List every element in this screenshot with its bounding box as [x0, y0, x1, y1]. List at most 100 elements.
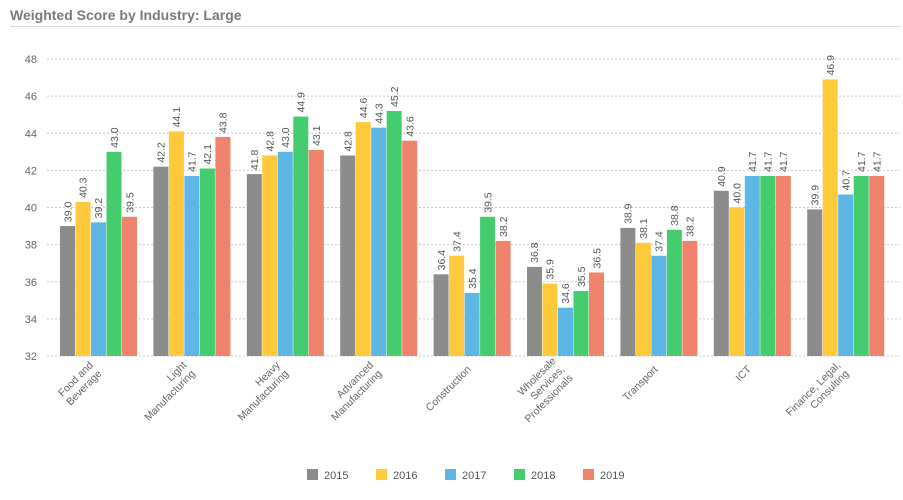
data-label: 44.3	[373, 103, 385, 124]
legend-swatch	[514, 469, 525, 480]
data-label: 44.6	[358, 98, 370, 119]
data-label: 40.9	[716, 166, 728, 187]
data-label: 37.4	[451, 231, 463, 252]
bar	[355, 122, 371, 356]
data-label: 43.6	[404, 116, 416, 137]
y-tick-label: 42	[25, 165, 37, 177]
bar	[495, 240, 511, 356]
data-label: 41.7	[871, 151, 883, 172]
data-label: 40.7	[840, 170, 852, 191]
bar	[760, 175, 776, 356]
data-label: 41.7	[747, 151, 759, 172]
data-label: 35.5	[576, 266, 588, 287]
bar	[293, 116, 309, 356]
data-label: 40.0	[732, 183, 744, 204]
data-label: 39.5	[124, 192, 136, 213]
data-label: 40.3	[78, 177, 90, 198]
bar	[60, 226, 75, 356]
data-label: 37.4	[654, 231, 666, 252]
bar	[729, 207, 745, 356]
data-label: 38.2	[498, 216, 510, 237]
legend-swatch	[376, 469, 387, 480]
legend-label: 2019	[600, 470, 624, 482]
bar	[464, 292, 480, 356]
bar	[168, 131, 184, 356]
bar	[215, 136, 231, 356]
bar	[682, 240, 698, 356]
category-label-line: Transport	[621, 364, 661, 404]
data-label: 46.9	[825, 55, 837, 76]
data-label: 42.2	[156, 142, 168, 163]
bar	[838, 194, 854, 356]
category-label: AdvancedManufacturing	[321, 359, 385, 423]
data-label: 43.1	[311, 125, 323, 146]
bar	[277, 151, 293, 356]
y-tick-label: 36	[25, 277, 37, 289]
category-label: Construction	[424, 364, 474, 414]
bar	[527, 266, 542, 356]
bar	[153, 166, 169, 356]
category-label-line: ICT	[733, 363, 754, 384]
data-label: 36.5	[591, 248, 603, 269]
data-label: 34.6	[560, 283, 572, 304]
y-tick-label: 48	[25, 54, 37, 66]
bar	[246, 174, 262, 356]
bar	[386, 110, 402, 356]
category-label-line: Construction	[424, 364, 474, 414]
data-label: 43.0	[280, 127, 292, 148]
data-label: 38.1	[638, 218, 650, 239]
data-label: 41.7	[763, 151, 775, 172]
data-label: 35.4	[467, 268, 479, 289]
bar	[558, 307, 573, 356]
data-label: 43.0	[109, 127, 121, 148]
category-label: Transport	[621, 364, 661, 404]
data-label: 42.8	[265, 131, 277, 152]
data-label: 39.0	[62, 201, 74, 222]
category-label: ICT	[733, 363, 754, 384]
data-label: 41.8	[249, 149, 261, 170]
data-label: 42.8	[342, 131, 354, 152]
bar	[822, 79, 838, 356]
legend-swatch	[583, 469, 594, 480]
bar	[713, 190, 729, 356]
bar	[573, 291, 589, 356]
bar	[853, 175, 869, 356]
bar	[308, 149, 324, 356]
bar	[184, 175, 200, 356]
bar	[807, 209, 823, 356]
data-label: 39.5	[482, 192, 494, 213]
legend-label: 2015	[324, 470, 348, 482]
data-label: 39.2	[93, 198, 105, 219]
bar	[371, 127, 387, 357]
chart-title: Weighted Score by Industry: Large	[10, 7, 242, 23]
bar	[651, 255, 667, 356]
legend-swatch	[445, 469, 456, 480]
data-label: 39.9	[809, 185, 821, 206]
legend-label: 2016	[393, 470, 417, 482]
title-divider	[10, 26, 900, 27]
bar	[340, 155, 356, 356]
bar	[122, 216, 137, 356]
bar	[75, 201, 91, 356]
category-label: WholesaleServices,Professionals	[506, 355, 576, 425]
data-label: 36.8	[529, 242, 541, 263]
legend-swatch	[307, 469, 318, 480]
data-label: 41.7	[187, 151, 199, 172]
legend-label: 2017	[462, 470, 486, 482]
data-label: 43.8	[218, 112, 230, 133]
category-label: Finance, Legal,Consulting	[784, 359, 852, 427]
data-label: 41.7	[778, 151, 790, 172]
bar	[106, 151, 122, 356]
y-tick-label: 40	[25, 203, 37, 215]
category-label: HeavyManufacturing	[227, 359, 292, 424]
category-label: LightManufacturing	[134, 359, 198, 423]
data-label: 35.9	[545, 259, 557, 280]
bar	[199, 168, 215, 356]
bar	[480, 216, 496, 356]
data-label: 45.2	[389, 86, 401, 107]
data-label: 38.8	[669, 205, 681, 226]
bar	[589, 272, 604, 356]
bar	[449, 255, 465, 356]
